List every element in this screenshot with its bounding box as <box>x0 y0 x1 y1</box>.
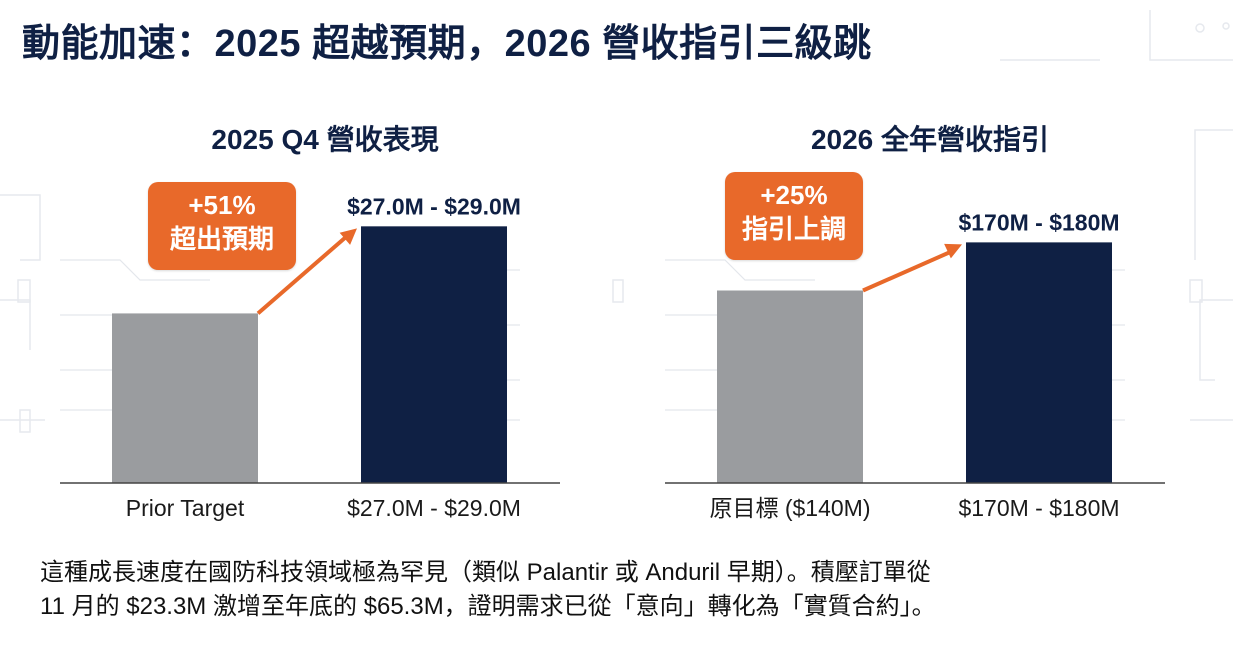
growth-arrow <box>862 248 955 293</box>
arrow-head <box>944 243 962 259</box>
growth-arrow <box>256 232 351 315</box>
caption: 這種成長速度在國防科技領域極為罕見（類似 Palantir 或 Anduril … <box>40 556 1210 624</box>
bar <box>717 290 863 483</box>
fy2026-guidance-chart: 2026 全年營收指引 原目標 ($140M) $170M - $180M $170… <box>665 110 1195 540</box>
bar <box>112 313 258 483</box>
chart-plot: Prior Target $27.0M - $29.0M $27.0M - $29.… <box>60 193 560 521</box>
caption-line-2: 11 月的 $23.3M 激增至年底的 $65.3M，證明需求已從「意向」轉化為… <box>40 593 936 620</box>
callout-text: 超出預期 <box>169 224 274 254</box>
chart-title: 2025 Q4 營收表現 <box>211 124 439 155</box>
caption-line-1: 這種成長速度在國防科技領域極為罕見（類似 Palantir 或 Anduril … <box>40 559 931 586</box>
growth-callout: +25% 指引上調 <box>725 172 863 260</box>
x-tick-label: Prior Target <box>126 495 245 521</box>
x-tick-label: $27.0M - $29.0M <box>347 495 521 521</box>
callout-percent: +51% <box>188 190 256 220</box>
growth-callout: +51% 超出預期 <box>148 182 296 270</box>
data-label: $27.0M - $29.0M <box>347 193 521 219</box>
callout-text: 指引上調 <box>741 214 846 244</box>
callout-percent: +25% <box>760 180 828 210</box>
bar <box>966 242 1112 483</box>
page-title: 動能加速：2025 超越預期，2026 營收指引三級跳 <box>22 23 872 65</box>
chart-title: 2026 全年營收指引 <box>810 124 1050 155</box>
chart-plot: 原目標 ($140M) $170M - $180M $170M - $180M <box>665 209 1165 521</box>
bar <box>361 226 507 483</box>
x-tick-label: 原目標 ($140M) <box>709 495 870 521</box>
q4-revenue-chart: 2025 Q4 營收表現 Prior Target $27.0M - $29.0M… <box>60 110 590 540</box>
data-label: $170M - $180M <box>958 209 1119 235</box>
arrow-head <box>339 228 357 245</box>
x-tick-label: $170M - $180M <box>958 495 1119 521</box>
